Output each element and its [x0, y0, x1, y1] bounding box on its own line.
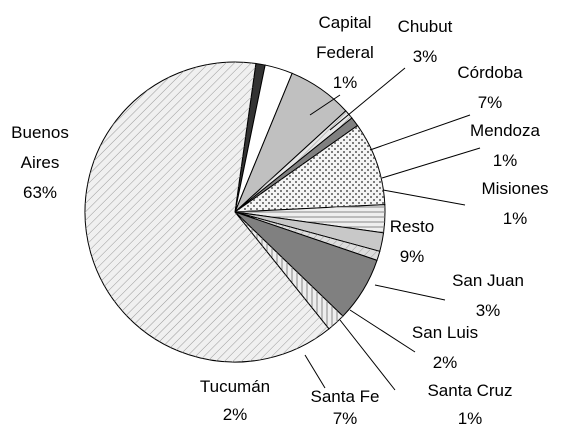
slice-label: Córdoba: [457, 63, 523, 82]
slice-percent: 7%: [332, 409, 358, 425]
slice-pattern: [235, 204, 385, 233]
slice-percent: 1%: [332, 73, 358, 92]
slice-percent: 7%: [477, 93, 503, 112]
slice-pattern: [235, 125, 385, 212]
slice-pattern: [235, 212, 343, 329]
slice-label: Mendoza: [470, 121, 540, 140]
slice-percent: 1%: [457, 409, 483, 425]
leader-lines: [304, 67, 481, 391]
slice-label: Misiones: [481, 179, 549, 198]
slice-label: Santa Cruz: [427, 381, 513, 400]
slice-percent: 3%: [412, 47, 438, 66]
slice-percent: 63%: [22, 183, 58, 202]
slice-label: San Juan: [452, 271, 524, 290]
slice-label: Resto: [389, 217, 435, 236]
slice-percent: 2%: [222, 405, 248, 424]
slice-pattern: [84, 62, 329, 363]
slice-percent: 2%: [432, 353, 458, 372]
slice-percent: 9%: [399, 247, 425, 266]
slice-label: Capital Federal: [316, 13, 374, 62]
slice-percent: 1%: [502, 209, 528, 228]
slice-label: Chubut: [397, 17, 453, 36]
slice-label: San Luis: [411, 323, 479, 342]
slice-percent: 3%: [475, 301, 501, 320]
slice-pattern: [235, 110, 352, 212]
slice-label: Tucumán: [199, 377, 271, 396]
slice-label: Buenos Aires: [11, 123, 69, 172]
slice-label: Santa Fe: [310, 387, 380, 406]
slice-percent: 1%: [492, 151, 518, 170]
